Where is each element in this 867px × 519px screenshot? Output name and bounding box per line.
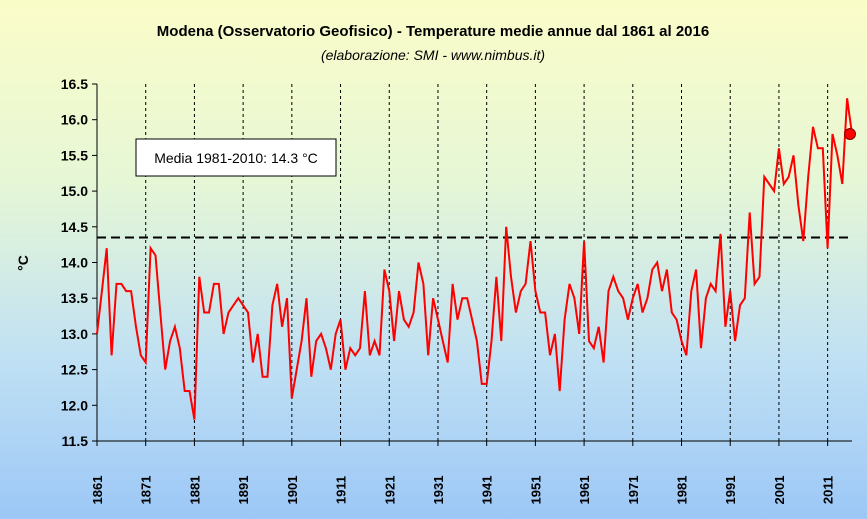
chart-title: Modena (Osservatorio Geofisico) - Temper…: [157, 23, 709, 40]
y-tick-label: 11.5: [62, 433, 89, 449]
plot-area: 16.5 16.0 15.5 15.0 14.5 14.0 13.5 13.0 12.5 12.0…: [61, 76, 856, 504]
x-tick-label: 1991: [723, 476, 738, 505]
x-tick-label: 1931: [431, 476, 446, 505]
y-axis-label: °C: [15, 255, 31, 271]
y-tick-labels: 16.5 16.0 15.5 15.0 14.5 14.0 13.5 13.0 12.5 12.0…: [61, 76, 97, 449]
x-tick-label: 1881: [187, 476, 202, 505]
temperature-series-line: [96, 98, 853, 420]
y-tick-label: 13.5: [61, 290, 88, 306]
annotation-text: Media 1981-2010: 14.3 °C: [154, 150, 318, 166]
chart-subtitle: (elaborazione: SMI - www.nimbus.it): [321, 47, 545, 63]
x-tick-label: 1971: [626, 476, 641, 505]
y-tick-label: 16.5: [61, 76, 88, 92]
x-tick-label: 2011: [821, 476, 836, 504]
y-tick-label: 12.5: [61, 362, 88, 378]
annotation-box: [135, 138, 337, 177]
x-tick-label: 1951: [528, 476, 543, 505]
y-tick-label: 16.0: [61, 112, 88, 128]
y-tick-label: 15.0: [61, 183, 88, 199]
y-tick-label: 14.5: [61, 219, 88, 235]
x-tick-label: 2001: [772, 476, 787, 505]
x-tick-label: 1981: [675, 476, 690, 505]
vertical-gridlines: [145, 84, 829, 441]
x-tick-label: 1941: [480, 476, 495, 505]
x-tick-label: 1861: [90, 476, 105, 505]
x-tick-label: 1961: [577, 476, 592, 505]
axes: [96, 84, 852, 442]
y-tick-label: 15.5: [61, 147, 88, 163]
y-tick-label: 12.0: [61, 397, 88, 413]
highlight-point-marker: [844, 127, 856, 140]
x-tick-label: 1871: [139, 476, 154, 505]
x-tick-labels: 1861 1871 1881 1891 1901 1911 1921 1931 1941 1951…: [90, 441, 836, 504]
y-tick-label: 13.0: [61, 326, 88, 342]
x-tick-label: 1921: [382, 476, 397, 505]
x-tick-label: 1901: [285, 476, 300, 505]
x-tick-label: 1911: [334, 476, 349, 504]
y-tick-label: 14.0: [61, 255, 88, 271]
average-annotation-box: Media 1981-2010: 14.3 °C: [135, 138, 337, 177]
x-tick-label: 1891: [236, 476, 251, 505]
